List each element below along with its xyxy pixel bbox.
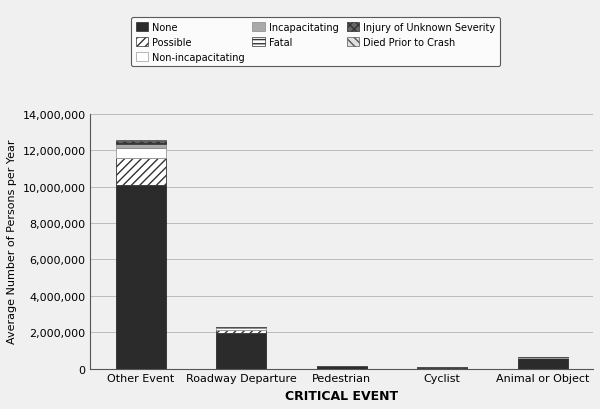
Bar [216,330,266,333]
Bar [216,328,266,330]
Bar [116,159,166,185]
Legend: None, Possible, Non-incapacitating, Incapacitating, Fatal, Injury of Unknown Sev: None, Possible, Non-incapacitating, Inca… [131,18,500,67]
Bar [518,358,568,369]
Bar [417,368,467,369]
Bar [116,185,166,369]
Bar [116,148,166,159]
Bar [116,144,166,148]
Y-axis label: Average Number of Persons per Year: Average Number of Persons per Year [7,139,17,344]
Bar [317,366,367,369]
X-axis label: CRITICAL EVENT: CRITICAL EVENT [285,389,398,402]
Bar [116,141,166,144]
Bar [216,333,266,369]
